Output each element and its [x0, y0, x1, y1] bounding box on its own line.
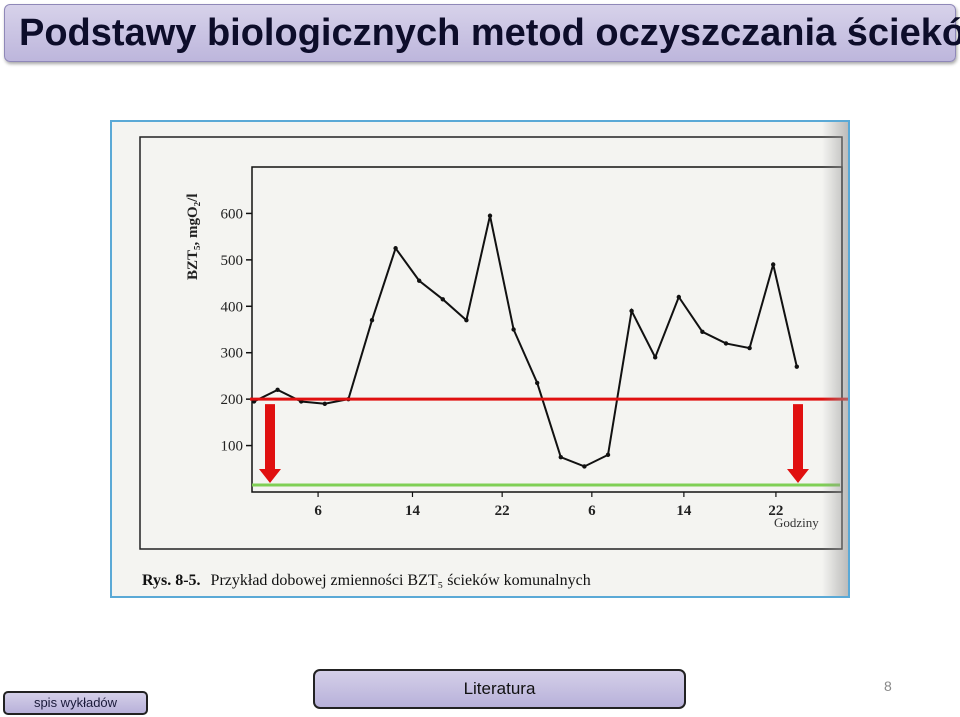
data-point [487, 213, 493, 218]
y-tick-label: 500 [221, 253, 244, 269]
plot-frame [251, 166, 843, 493]
x-tick-label: 14 [405, 503, 421, 519]
data-point [794, 364, 799, 369]
x-axis-label: Godziny [774, 515, 819, 530]
spis-wykladow-button[interactable]: spis wykładów [3, 691, 148, 715]
data-point [511, 327, 516, 332]
svg-text:Rys. 8-5. Przykład dob: Rys. 8-5. Przykład dobowej zmienności BZ… [142, 572, 591, 589]
x-tick-label: 22 [495, 503, 510, 519]
data-point [322, 401, 327, 406]
title-bar: Podstawy biologicznych metod oczyszczani… [4, 4, 960, 62]
data-point [535, 380, 540, 386]
data-point [629, 308, 634, 314]
data-point [605, 452, 611, 458]
y-tick-label: 100 [221, 439, 244, 455]
data-point [723, 341, 729, 346]
data-point [771, 262, 776, 267]
data-point [676, 294, 681, 300]
series-line [253, 215, 798, 468]
arrow-head-icon [259, 469, 281, 484]
x-tick-label: 22 [768, 503, 783, 519]
arrow-down-icon [265, 404, 275, 471]
arrow-down-icon [793, 404, 803, 471]
scan-shade [822, 122, 848, 596]
data-point [417, 278, 422, 283]
x-tick-label: 14 [676, 503, 692, 519]
y-tick-label: 600 [221, 206, 244, 222]
x-tick-label: 6 [588, 503, 596, 519]
page-title: Podstawy biologicznych metod oczyszczani… [19, 12, 960, 54]
data-point [275, 387, 280, 393]
data-point [393, 246, 398, 251]
bzt-chart: 600 500 400 300 200 100 6 14 22 6 14 22 BZT₅, mgO₂… [139, 136, 848, 589]
caption-text: Przykład dobowej zmienności BZT₅ ścieków… [211, 572, 591, 589]
x-tick-label: 6 [314, 503, 322, 519]
figure-caption: Rys. 8-5. Przykład dobowej zmienności BZ… [142, 572, 591, 589]
y-tick-label: 300 [221, 346, 244, 362]
caption-prefix: Rys. 8-5. [142, 572, 201, 589]
figure-frame: 600 500 400 300 200 100 6 14 22 6 14 22 BZT₅, mgO₂… [110, 120, 850, 598]
y-tick-label: 400 [221, 299, 244, 315]
data-point [700, 329, 705, 335]
y-tick-label: 200 [221, 392, 244, 408]
arrow-head-icon [787, 469, 809, 484]
literatura-button[interactable]: Literatura [313, 669, 686, 709]
data-point [369, 318, 375, 323]
outer-frame [139, 136, 843, 550]
data-point [747, 345, 752, 351]
data-point [582, 464, 587, 469]
data-point [558, 454, 563, 460]
data-point [653, 355, 658, 360]
data-point [464, 318, 469, 323]
y-axis-label: BZT₅, mgO₂/l [185, 193, 201, 280]
page-number: 8 [884, 678, 892, 694]
data-point [440, 297, 445, 302]
